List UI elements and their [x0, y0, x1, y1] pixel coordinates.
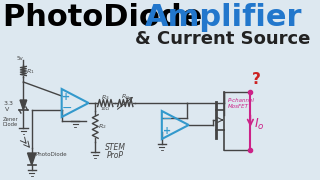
Text: STEM: STEM: [105, 143, 126, 152]
Text: 5v: 5v: [17, 56, 23, 61]
Text: Zener: Zener: [3, 116, 18, 122]
Text: MosFET: MosFET: [228, 103, 249, 109]
Text: Diode: Diode: [3, 122, 18, 127]
Text: $I_o$: $I_o$: [254, 116, 264, 132]
Polygon shape: [20, 100, 27, 110]
Text: PhotoDiode: PhotoDiode: [36, 152, 68, 157]
Text: −: −: [61, 102, 72, 115]
Text: P-channel: P-channel: [228, 98, 255, 102]
Text: PhotoDiode: PhotoDiode: [3, 3, 212, 32]
Text: 3.3: 3.3: [3, 100, 13, 105]
Text: $R_1$: $R_1$: [26, 67, 35, 76]
Text: $R_p$: $R_p$: [121, 93, 130, 103]
Text: V: V: [5, 107, 9, 111]
Text: Amplifier: Amplifier: [144, 3, 302, 32]
Text: 10Ω: 10Ω: [101, 107, 110, 111]
Text: +: +: [62, 92, 71, 102]
Text: ProP: ProP: [107, 152, 124, 161]
Text: & Current Source: & Current Source: [135, 30, 311, 48]
Text: ?: ?: [252, 72, 261, 87]
Polygon shape: [28, 153, 36, 165]
Text: $R_2$: $R_2$: [98, 123, 107, 131]
Text: +: +: [163, 126, 171, 136]
Text: $R_3$: $R_3$: [101, 94, 110, 102]
FancyBboxPatch shape: [0, 0, 267, 48]
Text: −: −: [161, 113, 172, 126]
